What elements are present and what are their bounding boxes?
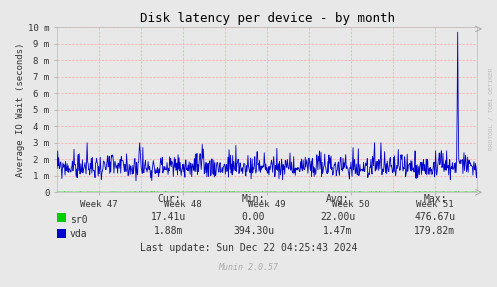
Text: vda: vda xyxy=(70,229,87,239)
Text: Cur:: Cur: xyxy=(157,194,181,204)
Text: 17.41u: 17.41u xyxy=(152,212,186,222)
Text: 394.30u: 394.30u xyxy=(233,226,274,236)
Text: 22.00u: 22.00u xyxy=(321,212,355,222)
Text: 0.00: 0.00 xyxy=(242,212,265,222)
Text: sr0: sr0 xyxy=(70,215,87,224)
Text: 1.47m: 1.47m xyxy=(323,226,353,236)
Text: 476.67u: 476.67u xyxy=(414,212,455,222)
Text: 179.82m: 179.82m xyxy=(414,226,455,236)
Text: Munin 2.0.57: Munin 2.0.57 xyxy=(219,263,278,272)
Text: Max:: Max: xyxy=(423,194,447,204)
Text: Last update: Sun Dec 22 04:25:43 2024: Last update: Sun Dec 22 04:25:43 2024 xyxy=(140,243,357,253)
Text: Min:: Min: xyxy=(242,194,265,204)
Text: 1.88m: 1.88m xyxy=(154,226,184,236)
Text: Avg:: Avg: xyxy=(326,194,350,204)
Y-axis label: Average IO Wait (seconds): Average IO Wait (seconds) xyxy=(16,42,25,177)
Title: Disk latency per device - by month: Disk latency per device - by month xyxy=(140,12,395,25)
Text: RRDTOOL / TOBI OETIKER: RRDTOOL / TOBI OETIKER xyxy=(489,68,494,150)
